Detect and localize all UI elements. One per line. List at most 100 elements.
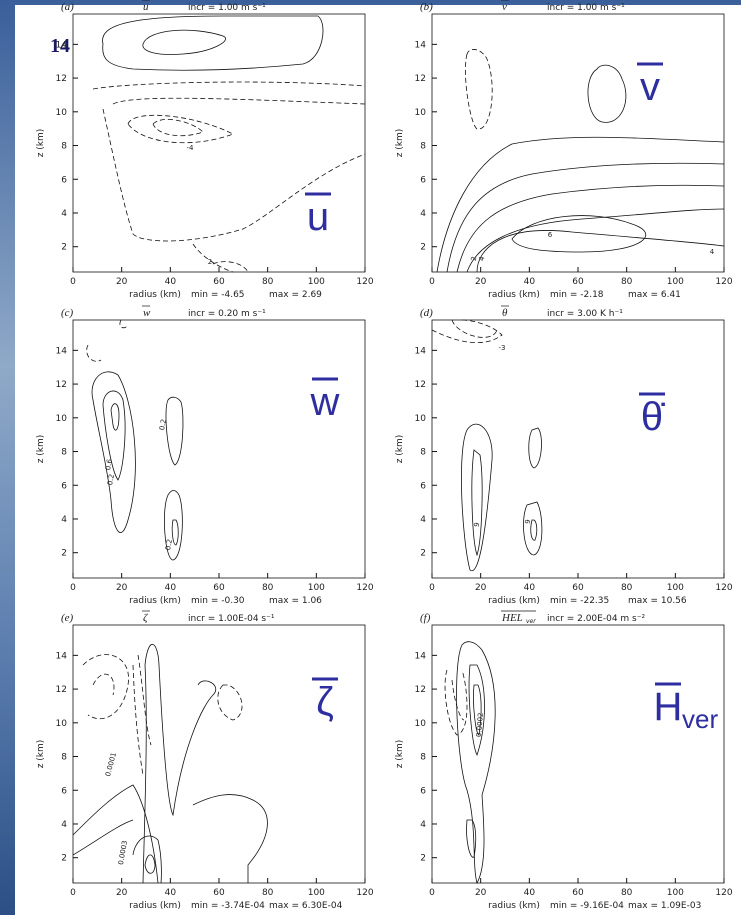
contour-line [110, 403, 120, 431]
y-tick-label: 14 [415, 651, 427, 661]
big-label-subscript: ver [682, 704, 718, 734]
contour-line [473, 684, 482, 736]
panel: 0 20 40 60 80 100 120 2 4 6 8 10 12 14 z (km) radius (k… [36, 305, 374, 606]
y-tick-label: 14 [56, 346, 68, 356]
contour-line [112, 97, 366, 105]
x-tick-label: 80 [262, 277, 274, 287]
contour-line [456, 184, 725, 273]
x-tick-label: 120 [715, 583, 732, 593]
x-tick-label: 60 [572, 888, 584, 898]
contour-label: 2 [470, 256, 479, 262]
y-tick-label: 6 [61, 175, 67, 185]
contour-line [451, 319, 498, 338]
contour-label: 0.0002 [475, 712, 485, 737]
y-tick-label: 2 [420, 854, 426, 864]
contour-line [451, 679, 465, 721]
x-tick-label: 20 [116, 277, 128, 287]
x-tick-label: 60 [213, 888, 225, 898]
variable-label: w [143, 307, 151, 319]
y-tick-label: 10 [56, 108, 68, 118]
big-label: u [307, 195, 329, 239]
x-tick-label: 120 [715, 888, 732, 898]
min-label: min = -9.16E-04 [550, 901, 624, 911]
contour-label: 9 [473, 522, 482, 528]
x-tick-label: 0 [70, 583, 76, 593]
panel-label: (d) [420, 307, 433, 319]
y-tick-label: 6 [420, 786, 426, 796]
x-tick-label: 80 [621, 277, 633, 287]
variable-label: HEL [501, 612, 523, 624]
y-axis-label: z (km) [395, 740, 405, 769]
contour-line [217, 684, 243, 721]
y-tick-label: 6 [61, 786, 67, 796]
x-tick-label: 100 [667, 277, 684, 287]
x-tick-label: 60 [572, 277, 584, 287]
contour-line [431, 319, 503, 343]
panel-label: (a) [61, 1, 74, 13]
x-axis-label: radius (km) [488, 290, 540, 300]
contour-line [132, 835, 162, 884]
contour-line [86, 344, 102, 362]
contour-line [192, 794, 268, 883]
max-label: max = 2.69 [269, 290, 322, 300]
big-label: v [640, 65, 660, 109]
content-area [15, 5, 741, 915]
max-label: max = 10.56 [628, 596, 687, 606]
max-label: max = 1.06 [269, 596, 322, 606]
big-label: θ̇ [641, 395, 665, 439]
contour-line [91, 371, 136, 533]
y-tick-label: 12 [56, 380, 67, 390]
x-tick-label: 60 [213, 583, 225, 593]
x-tick-label: 0 [429, 277, 435, 287]
y-tick-label: 4 [420, 209, 426, 219]
max-label: max = 6.30E-04 [269, 901, 343, 911]
y-axis-label: z (km) [36, 129, 46, 158]
contour-line [465, 49, 493, 130]
min-label: min = -4.65 [191, 290, 245, 300]
increment-label: incr = 3.00 K h⁻¹ [547, 309, 623, 319]
y-tick-label: 12 [56, 74, 67, 84]
x-tick-label: 100 [308, 888, 325, 898]
y-tick-label: 12 [415, 685, 426, 695]
big-label: H [654, 685, 683, 729]
contour-line [436, 136, 725, 273]
variable-label: ζ [143, 612, 149, 624]
panel-label: (b) [420, 1, 433, 13]
panel-label: (c) [61, 307, 74, 319]
x-tick-label: 40 [165, 277, 177, 287]
y-tick-label: 2 [420, 243, 426, 253]
max-label: max = 1.09E-03 [628, 901, 701, 911]
x-tick-label: 80 [621, 888, 633, 898]
y-tick-label: 10 [415, 719, 427, 729]
contour-label: 0.6 [104, 458, 114, 471]
x-tick-label: 120 [356, 277, 373, 287]
y-tick-label: 8 [420, 448, 426, 458]
contour-line [471, 449, 483, 557]
contour-line [142, 644, 216, 884]
x-tick-label: 0 [70, 277, 76, 287]
y-axis-label: z (km) [395, 435, 405, 464]
y-tick-label: 8 [420, 142, 426, 152]
contour-line [142, 29, 226, 55]
contour-line [446, 162, 725, 273]
y-tick-label: 10 [56, 719, 68, 729]
x-tick-label: 100 [308, 277, 325, 287]
y-tick-label: 6 [420, 175, 426, 185]
contour-label: 9 [524, 519, 533, 525]
x-tick-label: 80 [262, 888, 274, 898]
big-label: ζ [316, 680, 334, 724]
x-tick-label: 100 [667, 888, 684, 898]
x-tick-label: 100 [308, 583, 325, 593]
y-tick-label: 8 [61, 448, 67, 458]
y-tick-label: 14 [56, 651, 68, 661]
contour-line [192, 243, 234, 273]
min-label: min = -22.35 [550, 596, 609, 606]
contour-label: 4 [478, 255, 487, 261]
panel: 0 20 40 60 80 100 120 2 4 6 8 10 12 14 z (km) radius (k… [36, 610, 374, 911]
y-axis-label: z (km) [36, 740, 46, 769]
increment-label: incr = 1.00E-04 s⁻¹ [188, 614, 275, 624]
x-tick-label: 20 [116, 888, 128, 898]
contour-line [456, 641, 496, 885]
contour-line [92, 673, 115, 696]
